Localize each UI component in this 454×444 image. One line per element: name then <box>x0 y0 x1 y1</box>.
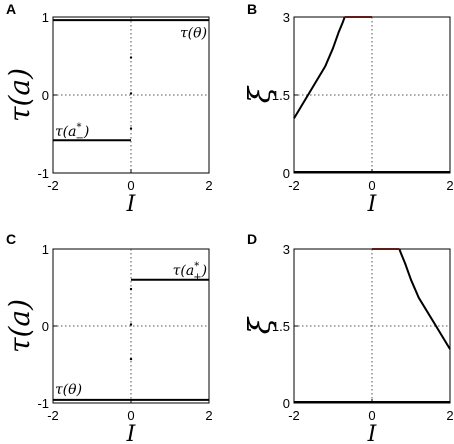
x-axis-label: I <box>367 192 378 217</box>
y-tick-label: -1 <box>37 396 49 411</box>
x-axis-label: I <box>367 422 378 444</box>
x-axis-label: I <box>126 192 137 217</box>
curve-annotation: τ(a* −) <box>55 122 89 144</box>
series-line <box>293 16 346 119</box>
y-axis-label: τ(a) <box>3 68 36 122</box>
y-tick-label: 1.5 <box>272 319 290 334</box>
curve-annotation: τ(θ) <box>55 382 82 398</box>
y-tick-label: 0 <box>283 396 290 411</box>
y-tick-label: 3 <box>283 10 290 25</box>
annotation-subscript: + <box>193 272 201 283</box>
x-tick-label: 0 <box>368 408 375 423</box>
panel-letter: A <box>6 1 16 17</box>
annotation-text: τ(a <box>173 263 195 279</box>
panel-letter: C <box>6 231 16 247</box>
y-axis-label: ξ <box>243 316 278 334</box>
y-tick-label: 1 <box>42 242 49 257</box>
x-tick-label: -2 <box>288 178 300 193</box>
x-tick-label: 2 <box>446 408 453 423</box>
x-tick-label: 0 <box>368 178 375 193</box>
x-tick-label: 2 <box>205 408 212 423</box>
y-tick-label: 0 <box>283 166 290 181</box>
data-point <box>129 323 133 326</box>
data-point <box>129 56 133 59</box>
data-point <box>129 127 133 130</box>
annotation-text: τ(a <box>55 124 77 140</box>
x-tick-label: 2 <box>205 178 212 193</box>
curve-annotation: τ(θ) <box>180 26 207 42</box>
curve-annotation: τ(a* +) <box>173 261 207 283</box>
x-tick-label: -2 <box>288 408 300 423</box>
x-tick-label: -2 <box>47 178 59 193</box>
y-axis-label: ξ <box>243 85 278 103</box>
x-tick-label: 2 <box>446 178 453 193</box>
x-tick-label: 0 <box>127 178 134 193</box>
y-tick-label: 0 <box>42 88 49 103</box>
y-tick-label: -1 <box>37 166 49 181</box>
annotation-subscript: − <box>76 133 84 144</box>
data-point <box>129 92 133 95</box>
x-tick-label: -2 <box>47 408 59 423</box>
x-tick-label: 0 <box>127 408 134 423</box>
annotation-close: ) <box>83 124 89 140</box>
y-tick-label: 1.5 <box>272 88 290 103</box>
y-axis-label: τ(a) <box>3 299 36 353</box>
panel-letter: D <box>247 231 257 247</box>
annotation-text: τ(θ) <box>55 382 82 398</box>
annotation-superscript: * <box>77 122 82 133</box>
series-line <box>398 248 451 350</box>
annotation-close: ) <box>201 263 207 279</box>
annotation-superscript: * <box>194 261 199 272</box>
y-tick-label: 3 <box>283 242 290 257</box>
x-axis-label: I <box>126 422 137 444</box>
y-tick-label: 0 <box>42 319 49 334</box>
panel-a: A -2 0 2 -1 0 1 Iτ(a) τ(θ) τ(a* −) <box>3 1 213 217</box>
y-tick-label: 1 <box>42 10 49 25</box>
panel-letter: B <box>247 1 257 17</box>
panel-c: C -2 0 2 -1 0 1 Iτ(a) τ(θ) τ(a* +) <box>3 231 213 444</box>
data-point <box>129 287 133 291</box>
data-point <box>129 357 133 361</box>
annotation-text: τ(θ) <box>180 26 207 42</box>
